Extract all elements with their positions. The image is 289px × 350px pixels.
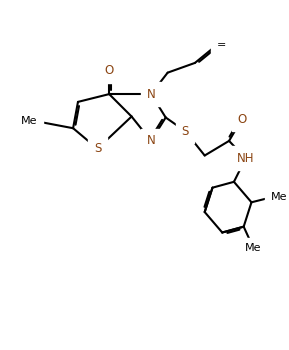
Text: S: S <box>94 142 101 155</box>
Text: N: N <box>147 88 155 100</box>
Text: Me: Me <box>245 243 262 253</box>
Text: O: O <box>105 64 114 77</box>
Text: =: = <box>216 40 226 50</box>
Text: Me: Me <box>271 193 288 202</box>
Text: Me: Me <box>21 117 37 126</box>
Text: O: O <box>237 113 246 126</box>
Text: N: N <box>147 134 155 147</box>
Text: S: S <box>181 125 189 138</box>
Text: NH: NH <box>237 152 254 165</box>
